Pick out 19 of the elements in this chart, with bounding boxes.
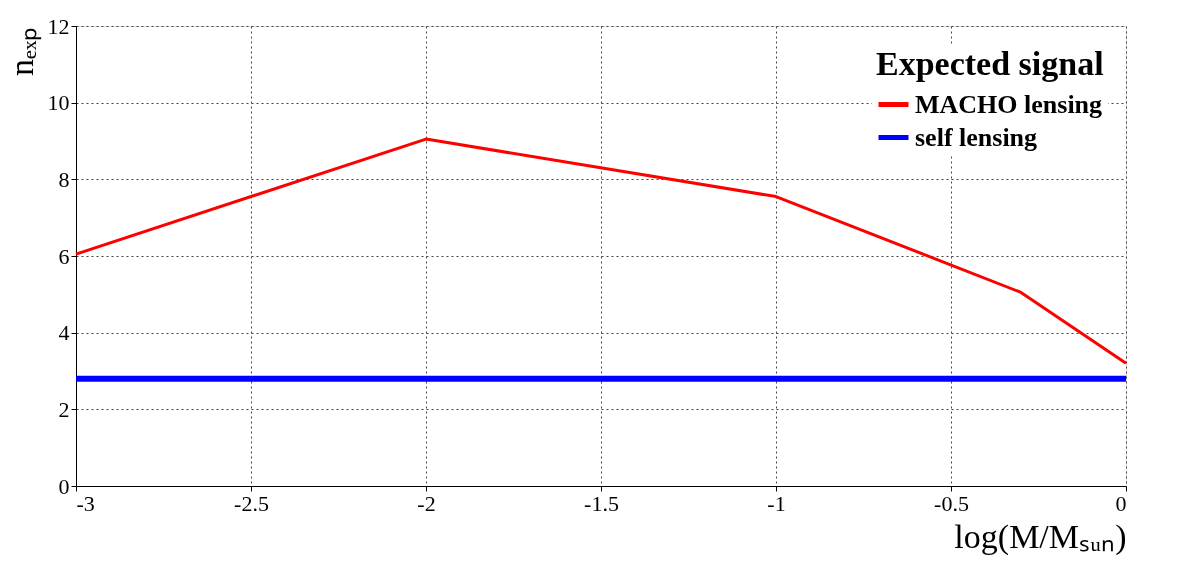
y-tick-label: 12 — [47, 13, 70, 39]
x-tick-label: -2.5 — [234, 490, 269, 516]
x-tick-label: -1.5 — [584, 490, 619, 516]
y-axis-title: nₑₓₚ — [2, 26, 42, 77]
x-tick-label: -0.5 — [934, 490, 969, 516]
legend-label: self lensing — [915, 122, 1038, 152]
y-tick-label: 2 — [58, 396, 70, 422]
x-axis-title: log(M/Mₛᵤₙ) — [954, 517, 1127, 556]
x-tick-label: -3 — [76, 490, 95, 516]
y-tick-label: 8 — [58, 166, 70, 192]
legend-label: MACHO lensing — [915, 89, 1103, 119]
legend-title: Expected signal — [876, 45, 1104, 82]
y-tick-label: 0 — [58, 473, 70, 499]
y-tick-label: 4 — [58, 320, 70, 346]
x-tick-label: -1 — [767, 490, 786, 516]
x-tick-label: 0 — [1115, 490, 1127, 516]
y-tick-label: 10 — [47, 90, 70, 116]
x-tick-label: -2 — [417, 490, 436, 516]
y-tick-label: 6 — [58, 243, 70, 269]
